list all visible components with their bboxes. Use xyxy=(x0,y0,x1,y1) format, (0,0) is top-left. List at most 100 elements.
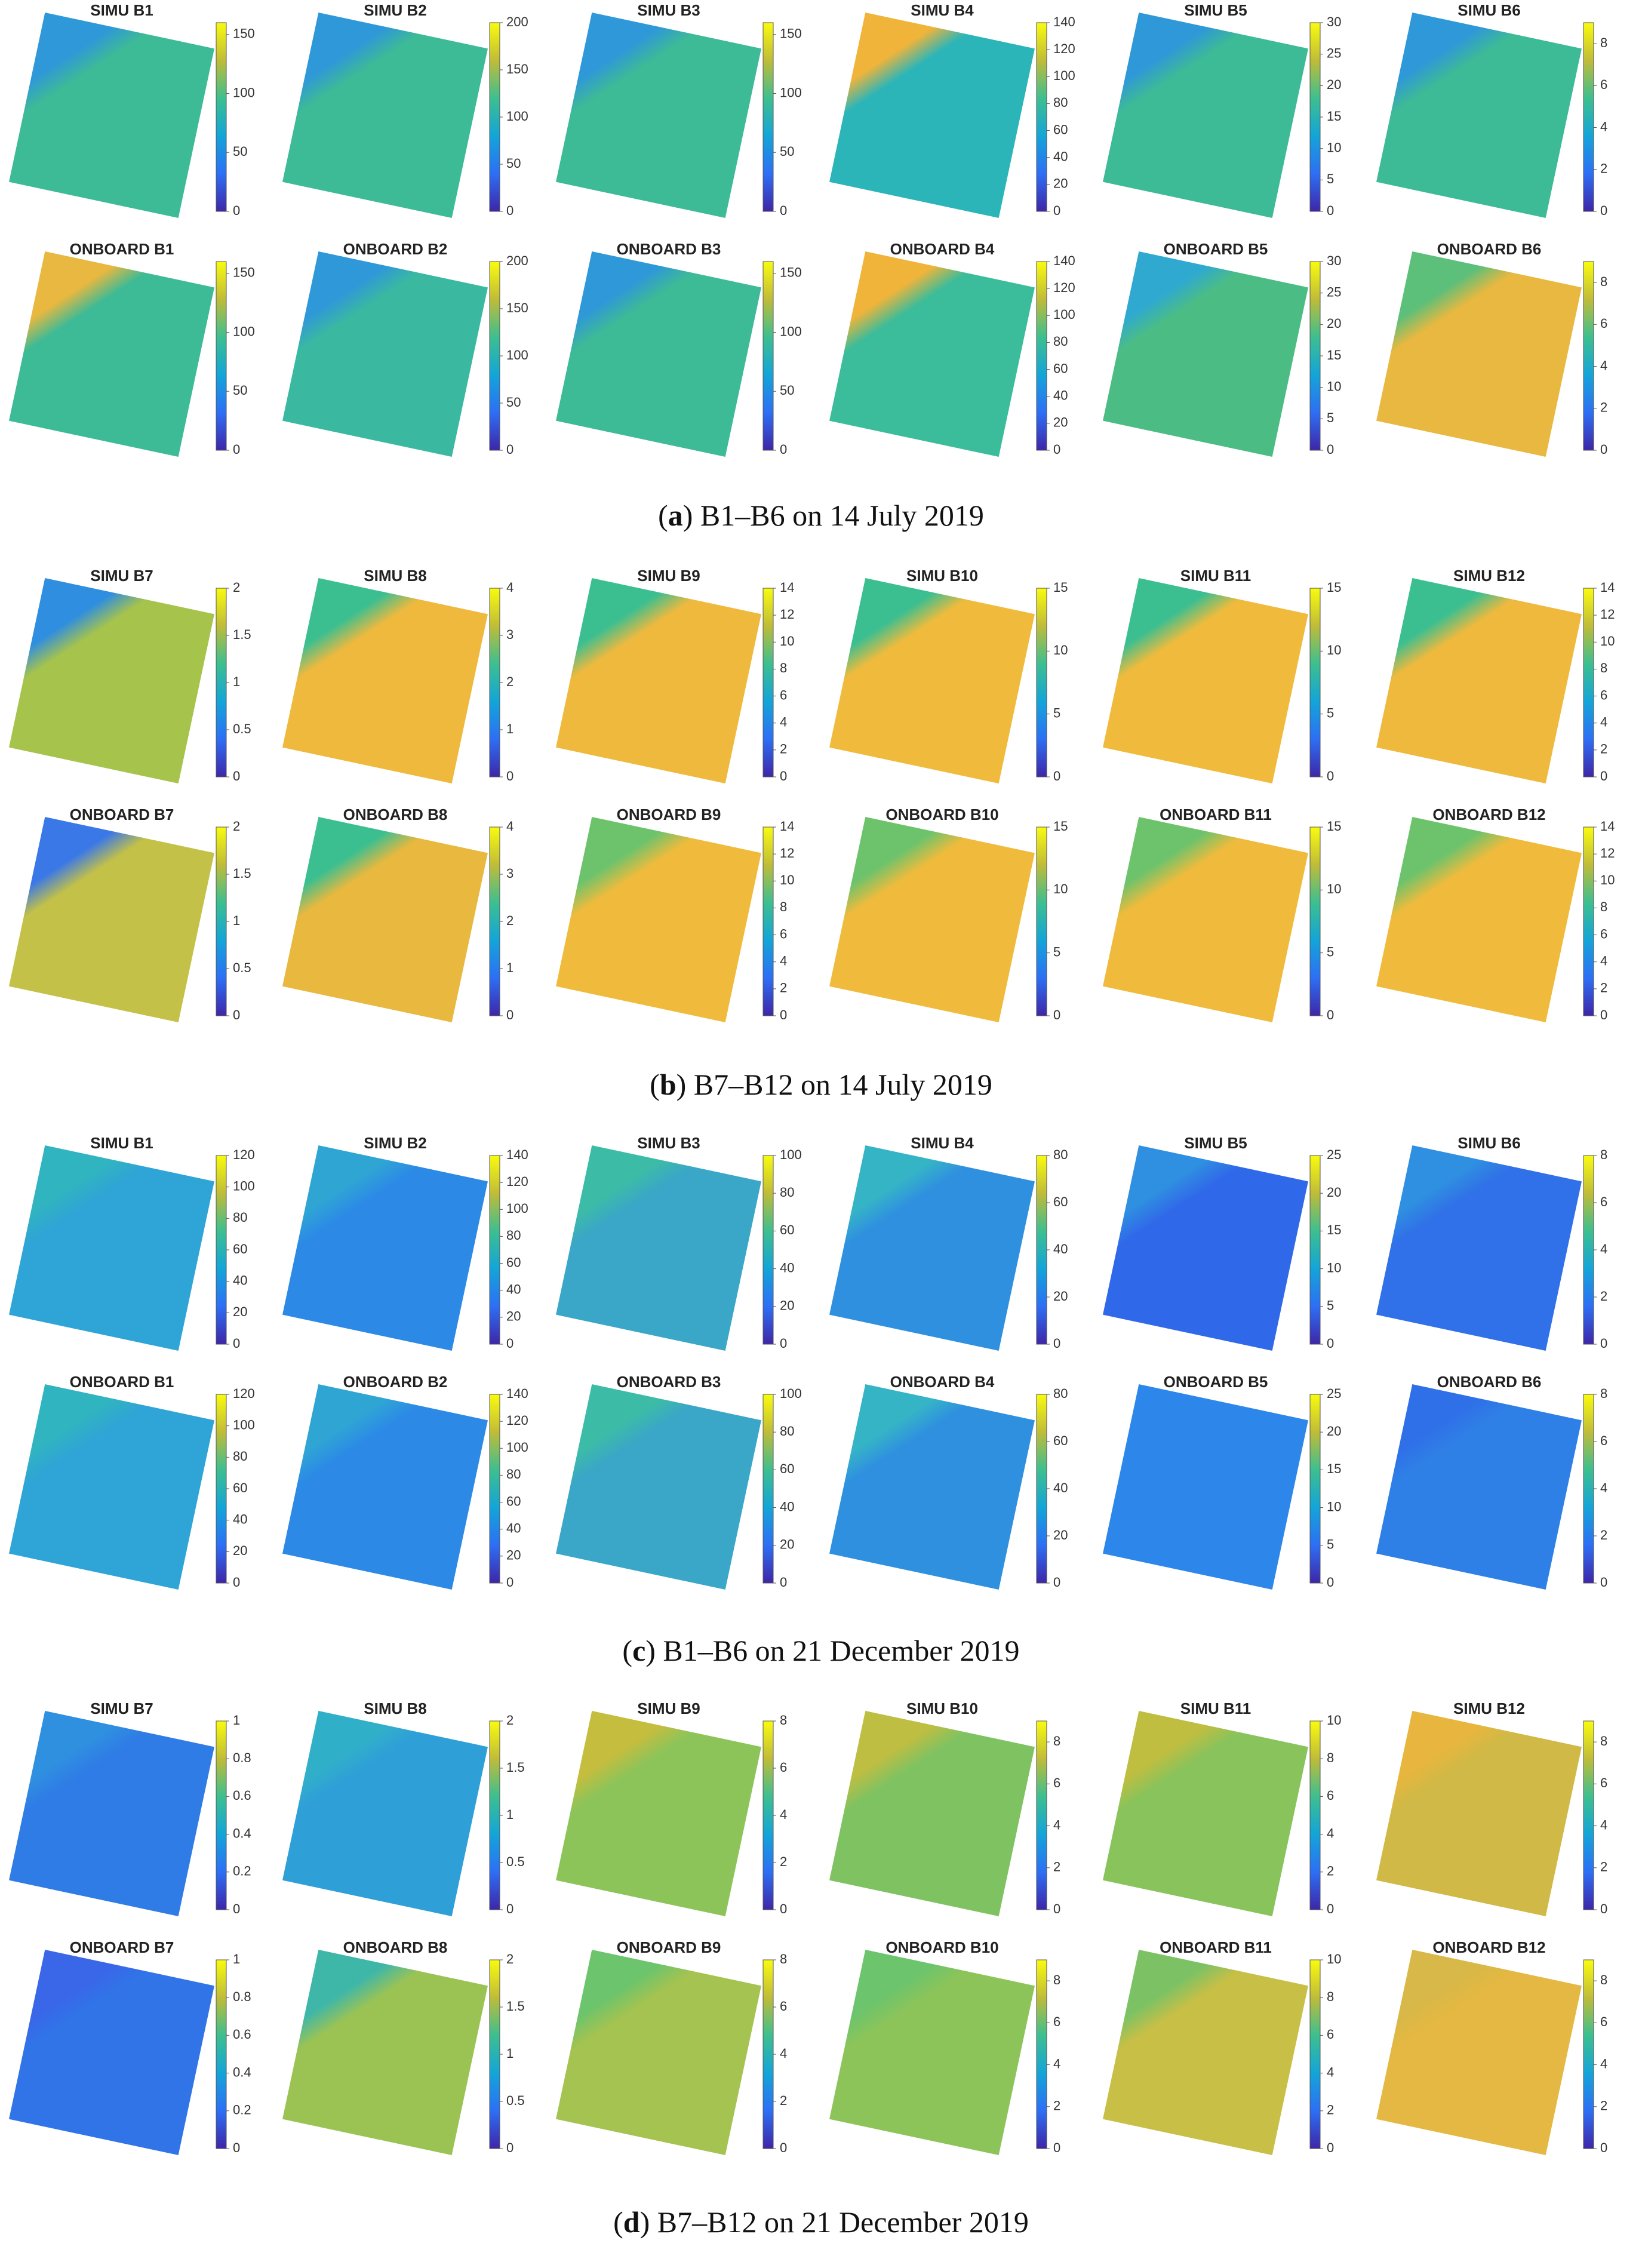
colorbar-tick-label: 14 xyxy=(1600,819,1615,834)
colorbar-tick-label: 40 xyxy=(506,1521,521,1536)
colorbar-tick-label: 80 xyxy=(233,1210,247,1225)
colorbar-tick-label: 40 xyxy=(233,1511,247,1526)
caption-run: ) B1–B6 on 21 December 2019 xyxy=(645,1634,1019,1667)
colorbar-tick-label: 0 xyxy=(506,1901,513,1916)
colorbar-tick-label: 0 xyxy=(506,442,513,457)
colorbar-tick-label: 200 xyxy=(506,14,528,29)
band-image xyxy=(282,817,488,1022)
colorbar-tick-label: 80 xyxy=(506,1228,521,1243)
colorbar-tick-label: 8 xyxy=(780,660,787,675)
panel-title: ONBOARD B5 xyxy=(1164,240,1268,258)
colorbar-tick-label: 2 xyxy=(1327,2103,1334,2118)
colorbar-tick-label: 0 xyxy=(1327,442,1334,457)
colorbar-tick-label: 4 xyxy=(506,580,513,595)
colorbar-tick-label: 0 xyxy=(233,1575,240,1590)
colorbar-tick-label: 20 xyxy=(1327,1185,1341,1200)
colorbar-tick-label: 6 xyxy=(780,687,787,702)
panel-title: SIMU B11 xyxy=(1180,1700,1252,1717)
colorbar xyxy=(762,826,774,1016)
panel-title: ONBOARD B4 xyxy=(890,1373,995,1391)
colorbar-tick-label: 100 xyxy=(233,1417,255,1432)
colorbar-tick-label: 150 xyxy=(780,265,802,280)
colorbar-tick-label: 2 xyxy=(1327,1864,1334,1879)
colorbar-tick-label: 6 xyxy=(1053,2014,1060,2029)
colorbar-tick-label: 5 xyxy=(1327,705,1334,720)
colorbar xyxy=(1036,1959,1047,2149)
colorbar-tick-label: 12 xyxy=(1600,607,1615,622)
band-image xyxy=(829,1145,1035,1351)
colorbar-tick-label: 60 xyxy=(780,1222,794,1237)
colorbar-tick-label: 120 xyxy=(1053,280,1075,295)
colorbar-tick-label: 15 xyxy=(1327,348,1341,362)
caption-run: ( xyxy=(613,2205,623,2239)
panel-title: SIMU B9 xyxy=(637,1700,700,1717)
colorbar-tick-label: 6 xyxy=(1600,77,1607,92)
caption-run: ) B7–B12 on 14 July 2019 xyxy=(677,1068,992,1101)
panel-title: ONBOARD B7 xyxy=(70,806,174,823)
panel-title: SIMU B7 xyxy=(90,1700,153,1717)
colorbar-tick-label: 80 xyxy=(1053,95,1068,110)
panel-title: ONBOARD B11 xyxy=(1160,1938,1272,1956)
colorbar-tick-label: 40 xyxy=(1053,1480,1068,1495)
colorbar-tick-label: 40 xyxy=(233,1273,247,1287)
colorbar-tick-label: 80 xyxy=(1053,1147,1068,1162)
colorbar-tick-label: 100 xyxy=(506,1201,528,1216)
band-image xyxy=(282,1145,488,1351)
colorbar-tick-label: 14 xyxy=(780,580,794,595)
colorbar-tick-label: 25 xyxy=(1327,1386,1341,1401)
colorbar-tick-label: 8 xyxy=(1600,35,1607,50)
colorbar-tick-label: 3 xyxy=(506,627,513,642)
band-image xyxy=(282,1711,488,1916)
band-image xyxy=(829,1384,1035,1590)
colorbar-tick-label: 30 xyxy=(1327,14,1341,29)
panel-title: SIMU B1 xyxy=(90,1134,153,1152)
colorbar-tick-label: 60 xyxy=(1053,1194,1068,1209)
colorbar-tick-label: 0.8 xyxy=(233,1750,251,1765)
colorbar-tick-label: 0 xyxy=(1327,1901,1334,1916)
colorbar xyxy=(1309,1394,1321,1584)
panel-title: ONBOARD B11 xyxy=(1160,806,1272,823)
colorbar-tick-label: 15 xyxy=(1053,819,1068,834)
colorbar xyxy=(1583,1959,1594,2149)
panel-title: SIMU B12 xyxy=(1453,1700,1525,1717)
colorbar-tick-label: 60 xyxy=(233,1480,247,1495)
colorbar-tick-label: 80 xyxy=(780,1185,794,1200)
colorbar-tick-label: 25 xyxy=(1327,284,1341,299)
panel-title: SIMU B6 xyxy=(1457,1,1520,19)
colorbar-tick-label: 4 xyxy=(1600,1241,1607,1256)
colorbar-tick-label: 6 xyxy=(1600,316,1607,331)
colorbar xyxy=(1036,1720,1047,1910)
colorbar-tick-label: 0 xyxy=(780,1901,787,1916)
panel-title: SIMU B9 xyxy=(637,567,700,585)
colorbar-tick-label: 1.5 xyxy=(233,627,251,642)
colorbar-tick-label: 2 xyxy=(1600,1860,1607,1874)
colorbar xyxy=(489,261,500,451)
colorbar-tick-label: 0 xyxy=(1053,203,1060,218)
colorbar-tick-label: 1 xyxy=(233,1952,240,1966)
colorbar-tick-label: 20 xyxy=(1053,1528,1068,1542)
panel-caption: (c) B1–B6 on 21 December 2019 xyxy=(622,1634,1019,1667)
panel-title: SIMU B2 xyxy=(364,1,426,19)
colorbar-tick-label: 8 xyxy=(1600,899,1607,914)
colorbar-tick-label: 10 xyxy=(1327,643,1341,657)
colorbar-tick-label: 4 xyxy=(1600,1817,1607,1832)
colorbar xyxy=(489,588,500,777)
colorbar-tick-label: 120 xyxy=(233,1147,255,1162)
panel-title: SIMU B8 xyxy=(364,1700,426,1717)
colorbar-tick-label: 8 xyxy=(1600,1734,1607,1748)
colorbar-tick-label: 4 xyxy=(1600,119,1607,134)
colorbar-tick-label: 5 xyxy=(1053,944,1060,959)
colorbar-tick-label: 10 xyxy=(1327,1952,1341,1966)
colorbar-tick-label: 0 xyxy=(1327,2140,1334,2155)
colorbar-tick-label: 8 xyxy=(1327,1989,1334,2004)
colorbar-tick-label: 20 xyxy=(1053,415,1068,430)
panel-caption: (a) B1–B6 on 14 July 2019 xyxy=(658,499,984,532)
colorbar-tick-label: 100 xyxy=(780,324,802,339)
band-image xyxy=(282,13,488,218)
panel-title: ONBOARD B1 xyxy=(70,1373,174,1391)
colorbar-tick-label: 120 xyxy=(1053,41,1075,56)
colorbar-tick-label: 2 xyxy=(506,1713,513,1728)
colorbar-tick-label: 0 xyxy=(1053,1575,1060,1590)
colorbar-tick-label: 4 xyxy=(780,2046,787,2061)
colorbar-tick-label: 0 xyxy=(1327,769,1334,783)
